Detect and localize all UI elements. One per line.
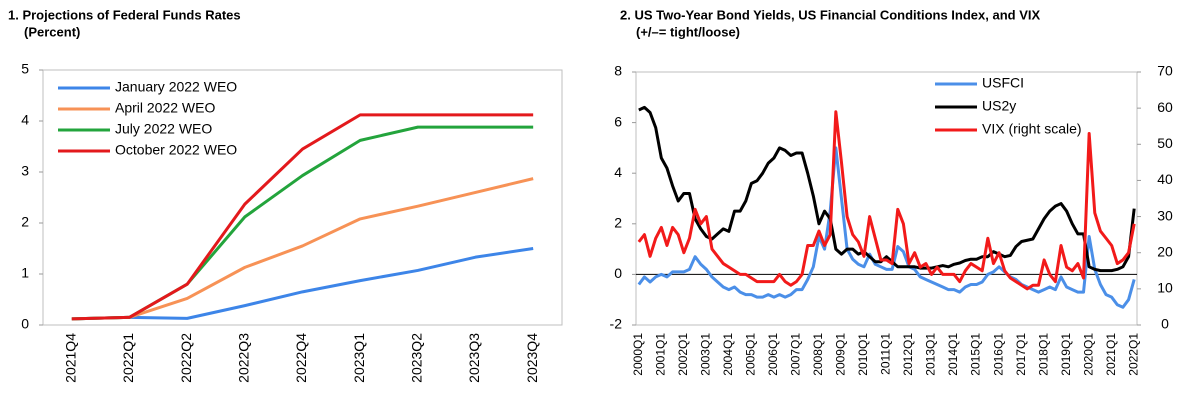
x-tick-label: 2006Q1 [766, 333, 780, 376]
series-line [71, 113, 534, 321]
x-tick-label: 2013Q1 [924, 333, 938, 376]
legend-label: USFCI [982, 75, 1024, 91]
y-tick-label: 4 [614, 164, 622, 180]
legend-label: VIX (right scale) [982, 121, 1082, 137]
y-tick-label: 4 [21, 112, 29, 128]
x-tick-label: 2023Q2 [409, 333, 425, 383]
x-tick-label: 2007Q1 [789, 333, 803, 376]
y-tick-label: 2 [614, 215, 622, 231]
chart-subtitle: (Percent) [24, 24, 80, 39]
x-tick-label: 2020Q1 [1081, 333, 1095, 376]
x-tick-label: 2011Q1 [879, 333, 893, 375]
x-tick-label: 2022Q3 [236, 333, 252, 383]
y2-tick-label: 50 [1157, 135, 1173, 151]
x-tick-label: 2016Q1 [991, 333, 1005, 376]
x-tick-label: 2005Q1 [744, 333, 758, 376]
y2-tick-label: 20 [1157, 243, 1173, 259]
x-tick-label: 2009Q1 [834, 333, 848, 376]
y-tick-label: 1 [21, 265, 29, 281]
legend-label: October 2022 WEO [115, 142, 237, 158]
x-tick-label: 2017Q1 [1014, 333, 1028, 376]
x-tick-label: 2023Q3 [466, 333, 482, 383]
x-tick-label: 2000Q1 [631, 333, 645, 376]
series-line [637, 146, 1136, 309]
x-tick-label: 2002Q1 [676, 333, 690, 376]
x-tick-label: 2003Q1 [699, 333, 713, 376]
series-line [71, 177, 534, 321]
series-line [638, 105, 1136, 273]
x-tick-label: 2022Q1 [1126, 333, 1140, 376]
plot-frame [42, 69, 563, 326]
chart-title: 1. Projections of Federal Funds Rates [8, 7, 241, 22]
y2-tick-label: 0 [1161, 316, 1169, 332]
x-tick-label: 2014Q1 [946, 333, 960, 376]
x-tick-label: 2021Q1 [1104, 333, 1118, 376]
x-tick-label: 2008Q1 [811, 333, 825, 376]
x-tick-label: 2012Q1 [901, 333, 915, 376]
plot-frame [635, 71, 1138, 326]
y-tick-label: 6 [614, 113, 622, 129]
series-line [71, 247, 534, 321]
y2-tick-label: 70 [1157, 63, 1173, 79]
chart-subtitle: (+/–= tight/loose) [636, 24, 740, 39]
x-tick-label: 2023Q1 [351, 333, 367, 383]
y-tick-label: 3 [21, 163, 29, 179]
legend-label: January 2022 WEO [115, 79, 237, 95]
legend-label: April 2022 WEO [115, 100, 215, 116]
y-tick-label: 5 [21, 61, 29, 77]
x-tick-label: 2023Q4 [524, 333, 540, 383]
y2-tick-label: 30 [1157, 207, 1173, 223]
legend-label: US2y [982, 98, 1016, 114]
y2-tick-label: 40 [1157, 171, 1173, 187]
legend-label: July 2022 WEO [115, 121, 212, 137]
x-tick-label: 2022Q4 [293, 333, 309, 383]
y2-tick-label: 60 [1157, 99, 1173, 115]
y-tick-label: 2 [21, 214, 29, 230]
x-tick-label: 2018Q1 [1036, 333, 1050, 376]
x-tick-label: 2001Q1 [654, 333, 668, 376]
series-line [637, 110, 1136, 291]
x-tick-label: 2015Q1 [969, 333, 983, 376]
x-tick-label: 2022Q2 [178, 333, 194, 383]
x-tick-label: 2004Q1 [721, 333, 735, 376]
y2-tick-label: 10 [1157, 280, 1173, 296]
chart-title: 2. US Two-Year Bond Yields, US Financial… [620, 7, 1040, 22]
y-tick-label: 0 [614, 265, 622, 281]
y-tick-label: 0 [21, 316, 29, 332]
x-tick-label: 2021Q4 [63, 333, 79, 383]
y-tick-label: 8 [614, 63, 622, 79]
x-tick-label: 2022Q1 [120, 333, 136, 383]
x-tick-label: 2019Q1 [1059, 333, 1073, 376]
x-tick-label: 2010Q1 [856, 333, 870, 376]
y-tick-label: -2 [610, 316, 623, 332]
